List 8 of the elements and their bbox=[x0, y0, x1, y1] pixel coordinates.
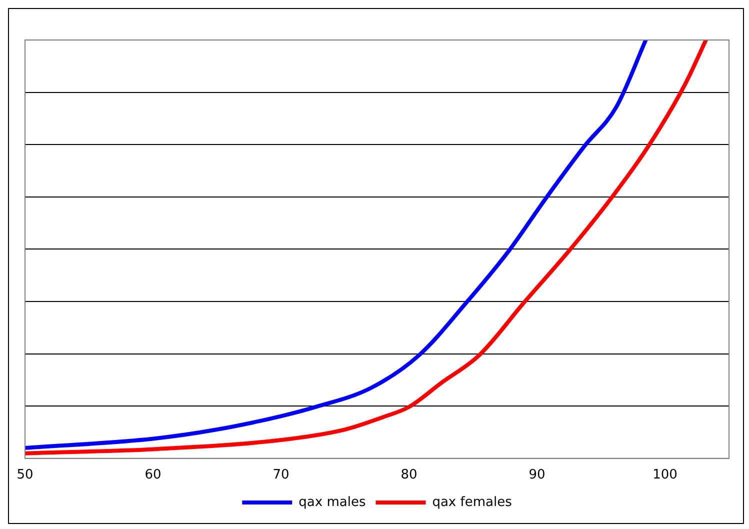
x-tick-label: 100 bbox=[652, 468, 678, 483]
legend-label: qax females bbox=[432, 494, 512, 510]
x-tick-label: 60 bbox=[144, 468, 162, 483]
x-tick-label: 50 bbox=[16, 468, 34, 483]
legend-label: qax males bbox=[298, 494, 366, 510]
x-tick-label: 70 bbox=[272, 468, 290, 483]
x-tick-label: 90 bbox=[528, 468, 546, 483]
x-tick-label: 80 bbox=[400, 468, 418, 483]
